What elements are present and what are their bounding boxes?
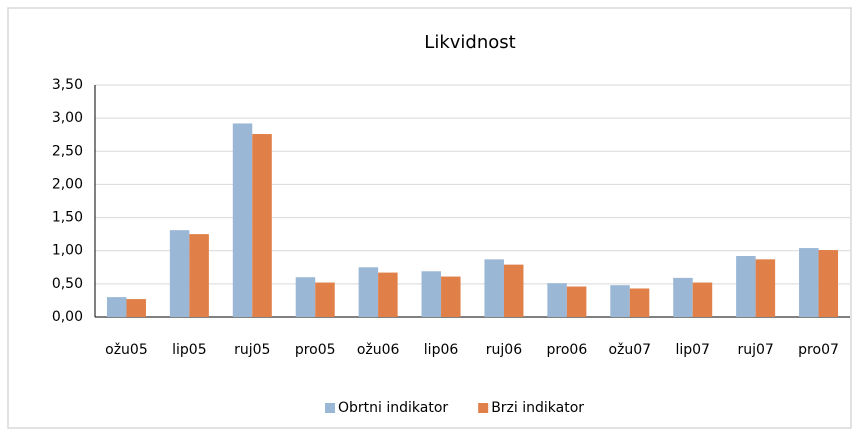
bar	[232, 123, 253, 318]
x-tick-label: lip06	[424, 342, 459, 358]
bar	[295, 277, 316, 317]
bar	[315, 282, 335, 317]
bar	[106, 297, 127, 317]
legend-swatch	[325, 403, 335, 413]
y-tick-label: 1,50	[52, 210, 83, 226]
bar	[566, 286, 587, 317]
bar	[692, 282, 713, 317]
x-tick-label: ruj07	[737, 342, 773, 358]
bar	[673, 277, 693, 317]
y-tick-label: 0,50	[52, 276, 83, 292]
x-tick-label: ruj06	[486, 342, 522, 358]
bar	[421, 271, 442, 317]
bar	[169, 230, 190, 317]
y-tick-label: 3,50	[52, 77, 83, 93]
y-tick-label: 2,00	[52, 176, 83, 192]
x-tick-label: ožu06	[357, 342, 400, 358]
bar	[610, 285, 630, 317]
bar	[503, 264, 524, 317]
bar	[126, 299, 146, 317]
y-tick-label: 2,50	[52, 143, 83, 159]
x-tick-label: ruj05	[234, 342, 270, 358]
chart-title: Likvidnost	[424, 32, 515, 53]
y-tick-label: 1,00	[52, 243, 83, 259]
x-tick-label: pro07	[798, 342, 839, 358]
x-tick-label: ožu05	[105, 342, 148, 358]
legend-swatch	[478, 403, 489, 413]
bar	[484, 259, 504, 317]
x-tick-label: lip07	[675, 342, 709, 358]
y-tick-label: 0,00	[52, 309, 83, 325]
bar	[547, 283, 567, 317]
bar	[378, 272, 398, 317]
bar	[755, 259, 776, 317]
y-tick-label: 3,00	[52, 110, 83, 126]
bar	[441, 276, 461, 317]
x-tick-label: lip05	[172, 342, 206, 358]
bar	[252, 134, 272, 317]
bar	[629, 288, 650, 317]
x-tick-label: pro06	[547, 342, 588, 358]
bar	[818, 250, 839, 317]
legend-label: Obrtni indikator	[338, 400, 448, 416]
x-tick-label: pro05	[295, 342, 336, 358]
bar	[799, 248, 819, 317]
bar	[736, 256, 756, 317]
x-tick-label: ožu07	[608, 342, 651, 358]
bar	[358, 267, 379, 317]
bar	[189, 234, 209, 317]
legend-label: Brzi indikator	[491, 400, 584, 416]
